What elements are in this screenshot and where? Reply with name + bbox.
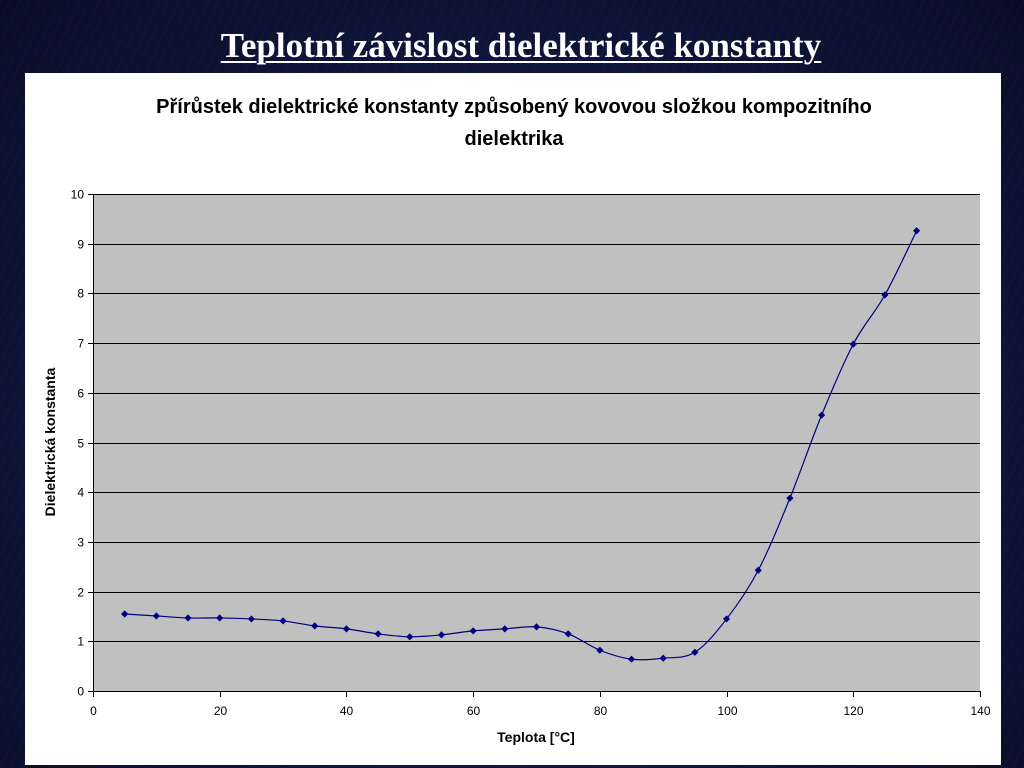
- x-tick-label: 120: [843, 704, 863, 718]
- y-tick-label: 2: [77, 586, 84, 600]
- data-point: [469, 627, 477, 635]
- data-point: [818, 411, 826, 419]
- data-point: [596, 646, 604, 654]
- x-axis-title: Teplota [°C]: [497, 729, 575, 745]
- y-tick-label: 3: [77, 536, 84, 550]
- data-point: [501, 625, 509, 633]
- plot-area: [93, 194, 980, 691]
- data-point: [913, 227, 921, 235]
- data-point: [247, 615, 255, 623]
- data-point: [184, 614, 192, 622]
- y-tick-label: 10: [71, 188, 85, 202]
- data-point: [342, 625, 351, 633]
- y-tick-label: 8: [77, 287, 84, 301]
- data-point: [311, 622, 319, 630]
- y-tick-label: 1: [77, 635, 84, 649]
- x-tick-label: 140: [970, 704, 990, 718]
- y-tick-label: 9: [77, 238, 84, 252]
- data-point: [216, 614, 224, 622]
- slide-title: Teplotní závislost dielektrické konstant…: [220, 26, 822, 65]
- x-tick-label: 20: [214, 704, 228, 718]
- data-point: [691, 648, 699, 656]
- series-line: [124, 230, 918, 661]
- data-point: [437, 631, 446, 639]
- y-tick-label: 0: [77, 685, 84, 699]
- data-point: [881, 291, 889, 299]
- y-tick-label: 7: [77, 337, 84, 351]
- data-point: [722, 615, 731, 623]
- data-point: [152, 612, 160, 620]
- y-tick-label: 6: [77, 387, 84, 401]
- y-tick-label: 5: [77, 437, 84, 451]
- x-tick-label: 60: [467, 704, 481, 718]
- data-point: [121, 610, 129, 618]
- x-tick-label: 80: [594, 704, 608, 718]
- data-point: [754, 566, 762, 574]
- y-axis-title: Dielektrická konstanta: [42, 367, 58, 516]
- data-point: [564, 630, 572, 638]
- data-point: [532, 623, 541, 631]
- data-point: [406, 633, 414, 641]
- x-tick-label: 100: [717, 704, 737, 718]
- data-point: [659, 654, 667, 662]
- data-point: [279, 617, 287, 625]
- data-point: [786, 494, 794, 502]
- data-point: [849, 340, 857, 348]
- x-tick-label: 40: [340, 704, 354, 718]
- data-point: [374, 630, 382, 638]
- chart-title: Přírůstek dielektrické konstanty způsobe…: [156, 96, 872, 150]
- y-tick-label: 4: [77, 486, 84, 500]
- data-point: [627, 655, 636, 663]
- x-tick-label: 0: [90, 704, 97, 718]
